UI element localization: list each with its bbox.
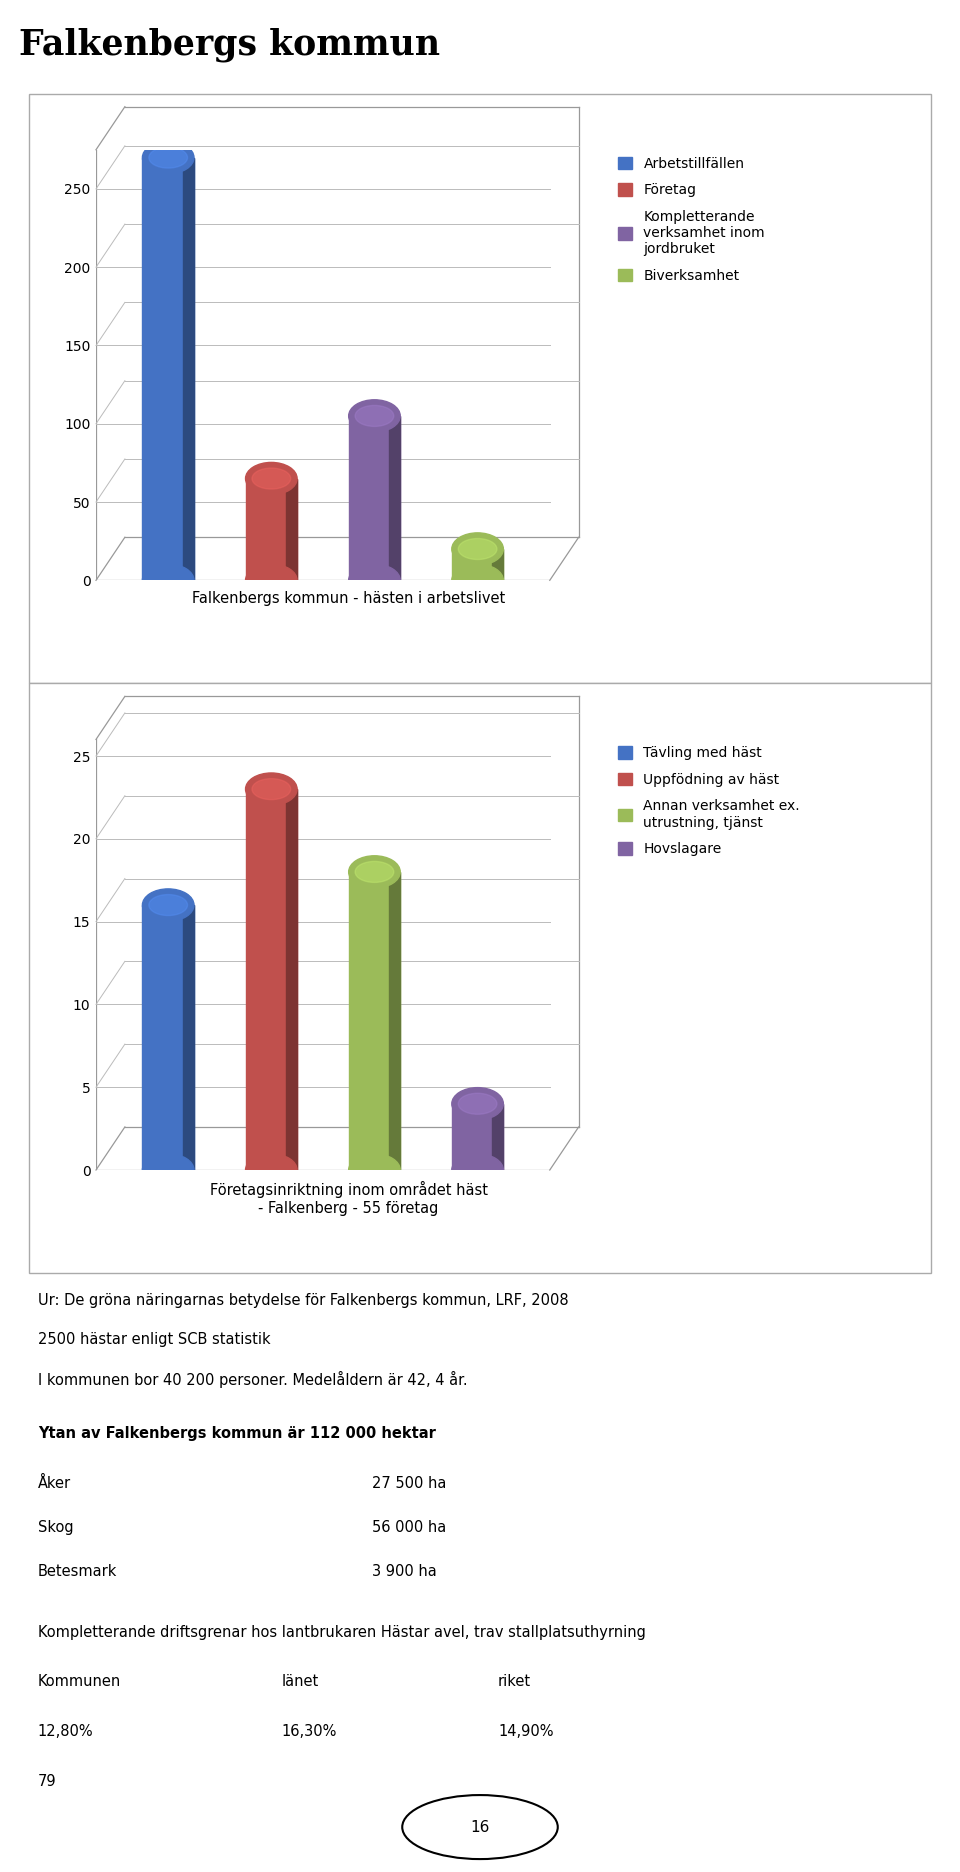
Text: Skog: Skog (37, 1520, 74, 1535)
Ellipse shape (149, 895, 187, 915)
X-axis label: Företagsinriktning inom området häst
- Falkenberg - 55 företag: Företagsinriktning inom området häst - F… (209, 1181, 488, 1215)
Text: Ytan av Falkenbergs kommun är 112 000 hektar: Ytan av Falkenbergs kommun är 112 000 he… (37, 1426, 436, 1441)
Text: 16,30%: 16,30% (281, 1724, 337, 1739)
Ellipse shape (452, 563, 503, 597)
Text: Kommunen: Kommunen (37, 1674, 121, 1689)
Text: 3 900 ha: 3 900 ha (372, 1563, 437, 1578)
Text: Kompletterande driftsgrenar hos lantbrukaren Hästar avel, trav stallplatsuthyrni: Kompletterande driftsgrenar hos lantbruk… (37, 1625, 646, 1640)
Ellipse shape (452, 1153, 503, 1187)
Ellipse shape (348, 856, 400, 887)
Bar (286, 479, 297, 580)
Text: 27 500 ha: 27 500 ha (372, 1475, 446, 1490)
Text: riket: riket (498, 1674, 531, 1689)
Ellipse shape (246, 462, 297, 494)
Ellipse shape (458, 539, 497, 560)
Ellipse shape (458, 1093, 497, 1114)
Bar (348, 872, 400, 1170)
Text: Betesmark: Betesmark (37, 1563, 117, 1578)
Bar (452, 1104, 503, 1170)
Ellipse shape (348, 401, 400, 432)
Text: länet: länet (281, 1674, 319, 1689)
Text: Ur: De gröna näringarnas betydelse för Falkenbergs kommun, LRF, 2008: Ur: De gröna näringarnas betydelse för F… (37, 1294, 568, 1309)
Bar (246, 790, 297, 1170)
Ellipse shape (452, 1088, 503, 1119)
Bar (182, 904, 194, 1170)
Bar (182, 157, 194, 580)
Text: 12,80%: 12,80% (37, 1724, 93, 1739)
Ellipse shape (355, 861, 394, 882)
Text: Åker: Åker (37, 1475, 71, 1490)
Ellipse shape (142, 142, 194, 174)
Ellipse shape (348, 563, 400, 597)
Text: 56 000 ha: 56 000 ha (372, 1520, 446, 1535)
X-axis label: Falkenbergs kommun - hästen i arbetslivet: Falkenbergs kommun - hästen i arbetslive… (192, 592, 505, 607)
Ellipse shape (142, 889, 194, 921)
Ellipse shape (252, 779, 291, 799)
Ellipse shape (149, 148, 187, 168)
Bar (492, 1104, 503, 1170)
Text: Falkenbergs kommun: Falkenbergs kommun (19, 28, 441, 62)
Legend: Arbetstillfällen, Företag, Kompletterande
verksamhet inom
jordbruket, Biverksamh: Arbetstillfällen, Företag, Kompletterand… (618, 157, 765, 283)
Ellipse shape (142, 563, 194, 597)
Bar (492, 548, 503, 580)
Bar (142, 904, 194, 1170)
Ellipse shape (252, 468, 291, 489)
Ellipse shape (142, 1153, 194, 1187)
Ellipse shape (246, 1153, 297, 1187)
Bar (348, 416, 400, 580)
Bar (286, 790, 297, 1170)
Text: 2500 hästar enligt SCB statistik: 2500 hästar enligt SCB statistik (37, 1333, 271, 1348)
Ellipse shape (348, 1153, 400, 1187)
Ellipse shape (246, 773, 297, 805)
Bar (142, 157, 194, 580)
Ellipse shape (452, 534, 503, 565)
Text: 16: 16 (470, 1820, 490, 1835)
Text: I kommunen bor 40 200 personer. Medelåldern är 42, 4 år.: I kommunen bor 40 200 personer. Medelåld… (37, 1370, 468, 1387)
Bar (246, 479, 297, 580)
Ellipse shape (246, 563, 297, 597)
Text: 79: 79 (37, 1775, 57, 1790)
Legend: Tävling med häst, Uppfödning av häst, Annan verksamhet ex.
utrustning, tjänst, H: Tävling med häst, Uppfödning av häst, An… (618, 747, 800, 856)
Bar (389, 872, 400, 1170)
Text: 14,90%: 14,90% (498, 1724, 554, 1739)
Bar (389, 416, 400, 580)
Bar (452, 548, 503, 580)
Ellipse shape (355, 406, 394, 427)
